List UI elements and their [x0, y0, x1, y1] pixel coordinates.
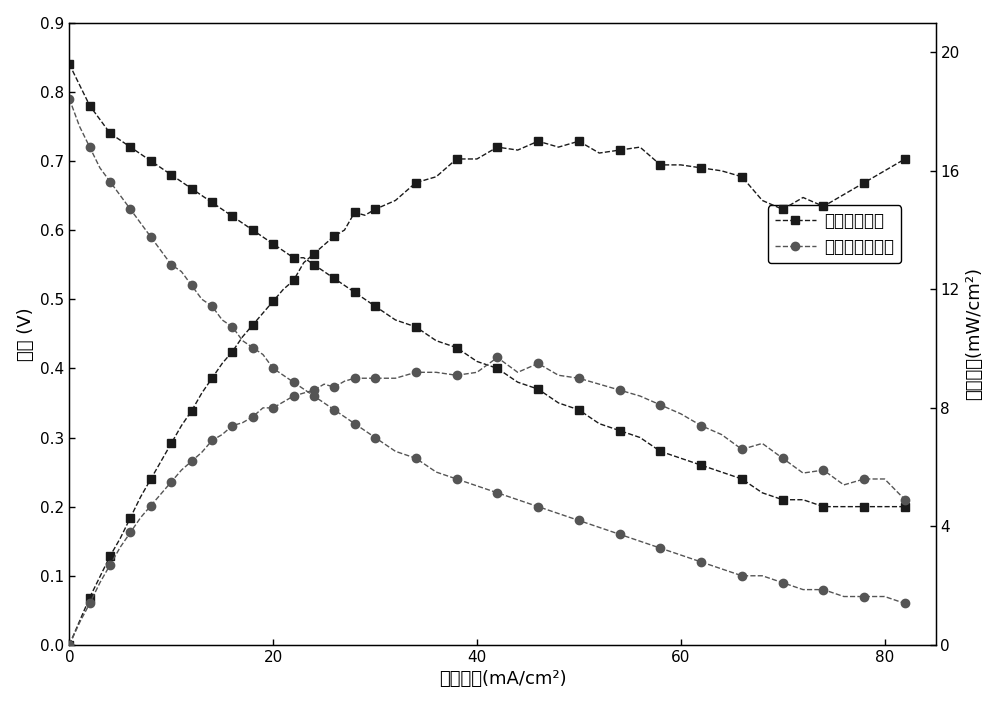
Line: 表面无图案结构: 表面无图案结构	[65, 94, 909, 608]
Y-axis label: 电压 (V): 电压 (V)	[17, 307, 35, 360]
表面无图案结构	[308, 392, 320, 400]
表面图案结构	[63, 60, 75, 68]
Y-axis label: 功率密度(mW/cm²): 功率密度(mW/cm²)	[965, 267, 983, 400]
表面图案结构	[94, 115, 106, 123]
表面无图案结构	[84, 143, 96, 152]
表面图案结构	[532, 385, 544, 393]
表面图案结构	[899, 503, 911, 511]
表面无图案结构	[63, 94, 75, 103]
表面无图案结构	[216, 316, 228, 324]
表面无图案结构	[94, 164, 106, 172]
Line: 表面图案结构: 表面图案结构	[65, 60, 909, 511]
表面图案结构	[552, 399, 564, 407]
Legend: 表面图案结构, 表面无图案结构: 表面图案结构, 表面无图案结构	[768, 205, 901, 263]
表面无图案结构	[532, 503, 544, 511]
表面无图案结构	[899, 599, 911, 608]
表面图案结构	[308, 260, 320, 269]
X-axis label: 电流密度(mA/cm²): 电流密度(mA/cm²)	[439, 670, 566, 688]
表面无图案结构	[552, 509, 564, 517]
表面图案结构	[84, 102, 96, 110]
表面图案结构	[216, 205, 228, 214]
表面图案结构	[817, 503, 829, 511]
